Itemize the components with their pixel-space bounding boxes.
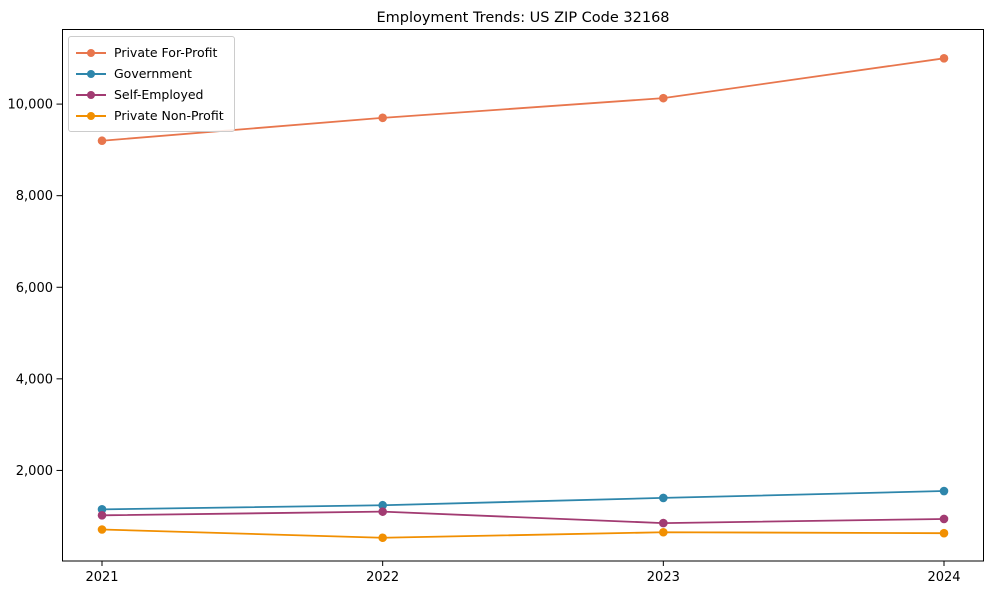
data-point xyxy=(97,136,107,146)
data-point xyxy=(378,533,387,543)
y-tick-label: 4,000 xyxy=(16,372,53,387)
data-point xyxy=(659,493,668,503)
chart-title: Employment Trends: US ZIP Code 32168 xyxy=(376,10,670,26)
legend: Private For-Profit Government Self-Employe… xyxy=(68,36,235,132)
series-line-private-non-profit xyxy=(101,528,945,539)
legend-item: Government xyxy=(76,63,224,84)
series-line-government xyxy=(101,490,945,511)
data-point xyxy=(97,505,107,514)
legend-label: Private Non-Profit xyxy=(114,108,224,123)
data-point xyxy=(659,518,668,528)
x-tick-label: 2023 xyxy=(647,570,680,585)
data-point xyxy=(97,511,107,520)
data-point xyxy=(378,507,387,516)
data-point xyxy=(378,500,387,510)
axes-frame xyxy=(62,29,984,562)
data-point xyxy=(939,528,949,538)
legend-label: Government xyxy=(114,66,192,81)
legend-label: Private For-Profit xyxy=(114,45,218,60)
y-tick-label: 6,000 xyxy=(16,281,53,296)
legend-line-marker-icon xyxy=(76,111,106,121)
legend-item: Private Non-Profit xyxy=(76,105,224,126)
series-line-private-for-profit xyxy=(101,57,945,142)
data-point xyxy=(939,54,949,63)
y-tick-label: 8,000 xyxy=(16,189,53,204)
y-tick-label: 2,000 xyxy=(16,464,53,479)
series-line-self-employed xyxy=(101,510,945,524)
data-point xyxy=(659,527,668,537)
x-tick-label: 2022 xyxy=(366,570,399,585)
y-tick-label: 10,000 xyxy=(8,98,54,113)
data-point xyxy=(378,113,387,123)
legend-item: Self-Employed xyxy=(76,84,224,105)
data-point xyxy=(939,514,949,524)
legend-label: Self-Employed xyxy=(114,87,204,102)
data-point xyxy=(97,525,107,534)
legend-line-marker-icon xyxy=(76,69,106,79)
data-point xyxy=(939,486,949,496)
x-tick-label: 2021 xyxy=(85,570,118,585)
legend-line-marker-icon xyxy=(76,48,106,58)
data-point xyxy=(659,93,668,103)
legend-item: Private For-Profit xyxy=(76,42,224,63)
x-tick-label: 2024 xyxy=(927,570,960,585)
legend-line-marker-icon xyxy=(76,90,106,100)
